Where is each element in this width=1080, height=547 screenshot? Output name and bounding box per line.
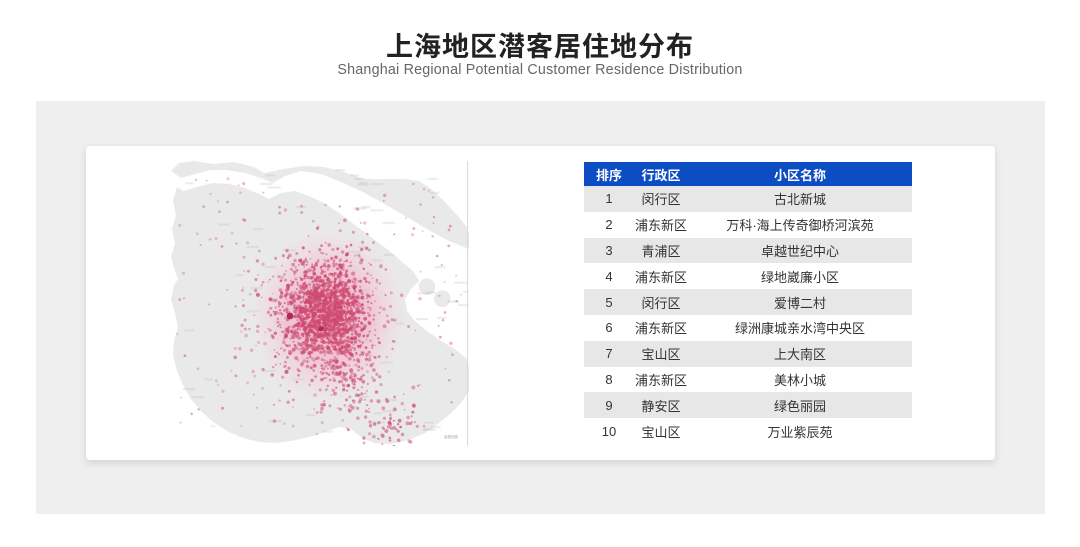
svg-text:高德地图: 高德地图 xyxy=(444,434,458,439)
